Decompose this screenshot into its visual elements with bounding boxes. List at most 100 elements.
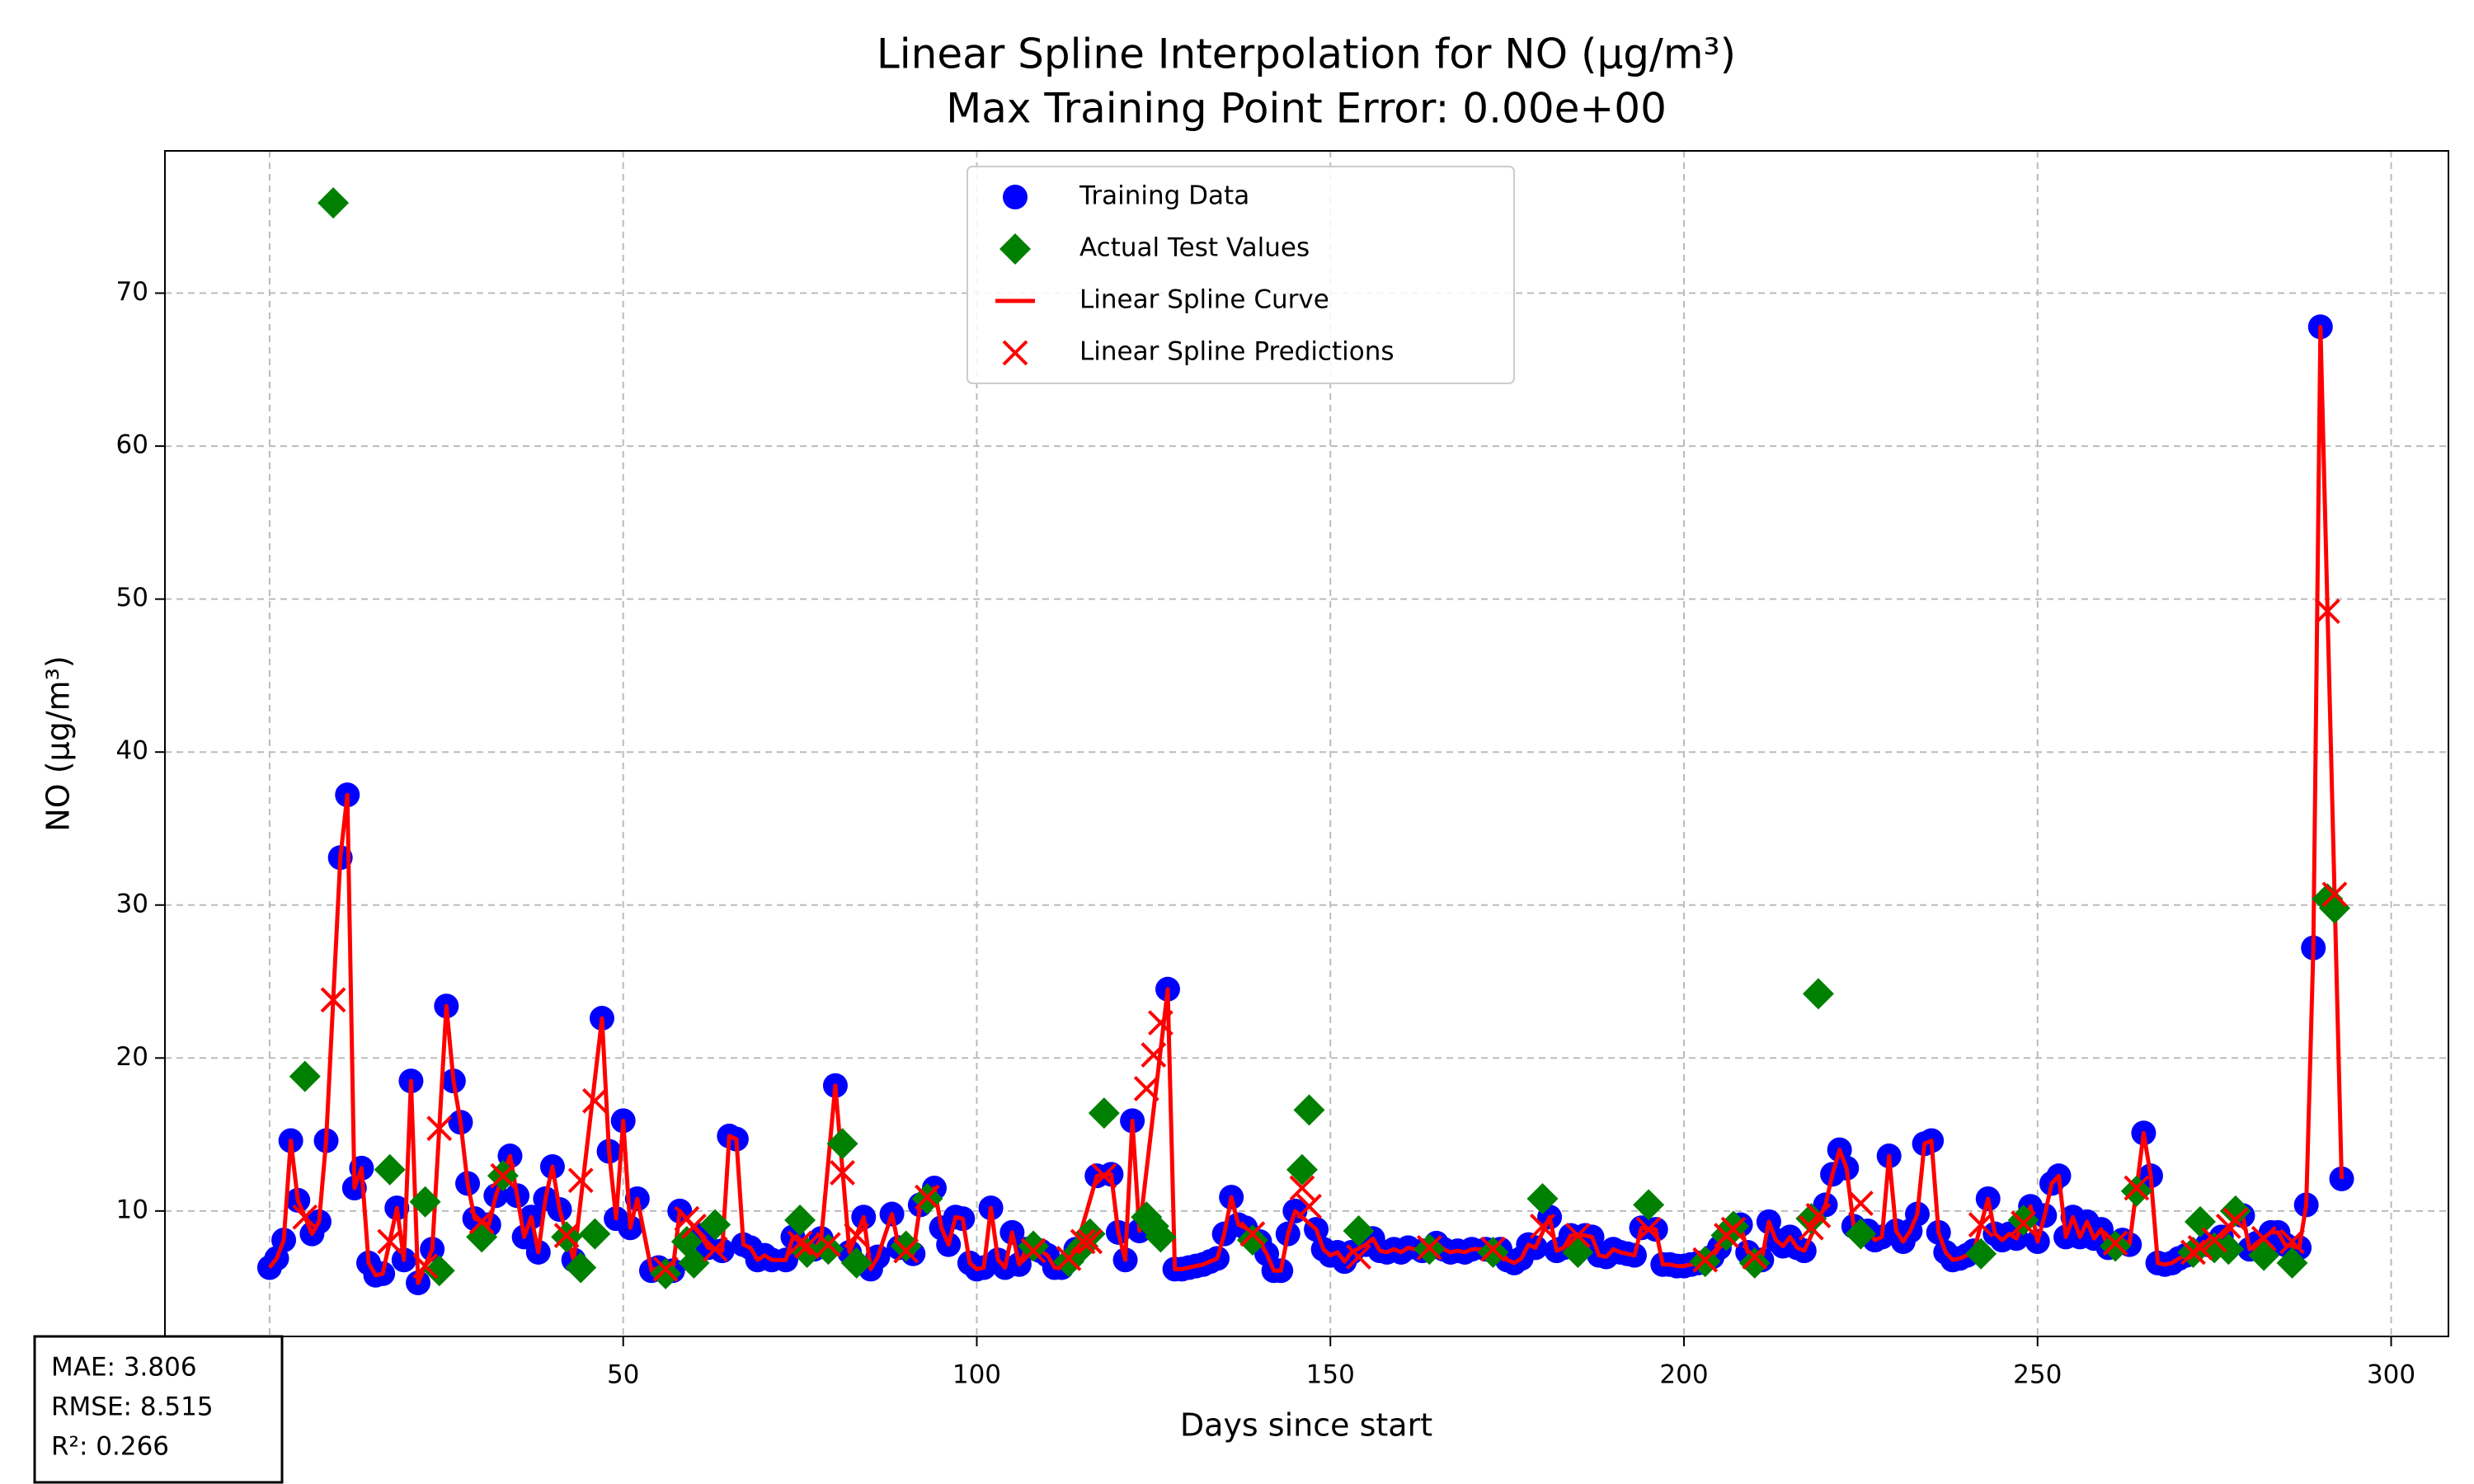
prediction-marker [1742, 1244, 1768, 1270]
prediction-marker [1416, 1234, 1442, 1261]
prediction-marker [1077, 1228, 1103, 1255]
prediction-marker [1635, 1216, 1662, 1242]
prediction-marker [1070, 1228, 1096, 1255]
prediction-marker [2187, 1234, 2213, 1261]
test-point [1286, 1153, 1318, 1186]
test-point [890, 1230, 922, 1262]
prediction-marker [292, 1204, 318, 1230]
test-point [2100, 1230, 2132, 1262]
x-tick-label: 150 [1306, 1360, 1355, 1390]
test-point [1633, 1189, 1665, 1221]
y-tick-label: 60 [116, 430, 148, 460]
prediction-marker [1056, 1245, 1082, 1271]
test-point [1526, 1183, 1559, 1215]
prediction-marker [1692, 1247, 1719, 1273]
prediction-marker [567, 1167, 594, 1194]
legend-label: Training Data [1079, 181, 1249, 211]
chart-title: Linear Spline Interpolation for NO (µg/m… [877, 31, 1736, 78]
stats-frame [33, 1335, 284, 1484]
test-point [1236, 1224, 1268, 1256]
prediction-marker [468, 1209, 495, 1235]
stat-text: RMSE: 8.515 [51, 1392, 214, 1422]
prediction-marker [2314, 599, 2340, 624]
prediction-marker [1847, 1190, 1874, 1216]
test-point [1965, 1237, 1997, 1270]
legend: Training Data Actual Test Values Linear Sp… [967, 166, 1515, 384]
chart-subtitle: Max Training Point Error: 0.00e+00 [946, 85, 1667, 133]
prediction-marker [815, 1232, 841, 1258]
test-point [678, 1247, 710, 1279]
x-tick-label: 50 [607, 1360, 639, 1390]
test-point [565, 1252, 597, 1284]
prediction-marker [553, 1223, 580, 1248]
test-point [826, 1128, 858, 1160]
test-point [812, 1233, 844, 1266]
test-point [1738, 1247, 1771, 1279]
spline-curve [267, 324, 2344, 1285]
prediction-marker [1091, 1162, 1117, 1189]
prediction-marker [1346, 1244, 1371, 1270]
y-tick-label: 10 [116, 1195, 148, 1224]
prediction-marker [2321, 881, 2348, 908]
test-point [784, 1204, 816, 1236]
prediction-marker [787, 1230, 813, 1256]
test-point [840, 1247, 872, 1279]
test-point [409, 1186, 441, 1218]
prediction-marker [893, 1237, 920, 1264]
plot-frame [164, 150, 2449, 1337]
prediction-marker [1798, 1214, 1824, 1241]
test-point [2219, 1195, 2251, 1227]
legend-label: Linear Spline Curve [1079, 285, 1329, 315]
prediction-marker [2222, 1207, 2249, 1233]
test-point [1088, 1097, 1120, 1129]
x-tick-label: 200 [1659, 1360, 1708, 1390]
prediction-marker [490, 1162, 516, 1189]
prediction-marker [1968, 1212, 1994, 1237]
test-point [374, 1153, 406, 1186]
prediction-marker [652, 1256, 679, 1282]
prediction-marker [2102, 1230, 2128, 1256]
test-point [2120, 1175, 2152, 1207]
test-point [1795, 1203, 1827, 1235]
test-point [1477, 1236, 1509, 1268]
prediction-marker [1720, 1216, 1747, 1242]
test-point [1343, 1214, 1375, 1247]
prediction-marker [1530, 1213, 1555, 1239]
prediction-marker [844, 1223, 870, 1248]
test-point [1293, 1094, 1325, 1126]
test-point [2185, 1205, 2217, 1237]
legend-label: Actual Test Values [1079, 233, 1310, 263]
prediction-marker [1289, 1175, 1315, 1201]
prediction-marker [1148, 1010, 1174, 1036]
y-tick-label: 40 [116, 736, 148, 766]
x-tick-label: 100 [952, 1360, 1001, 1390]
test-point [423, 1255, 455, 1287]
test-point [699, 1209, 731, 1241]
legend-marker [999, 233, 1031, 265]
test-point [289, 1060, 321, 1092]
prediction-marker [702, 1236, 728, 1262]
prediction-marker [1133, 1075, 1159, 1101]
prediction-marker [2124, 1175, 2150, 1201]
y-tick-label: 20 [116, 1042, 148, 1072]
prediction-marker [794, 1233, 821, 1259]
prediction-marker [1296, 1193, 1322, 1219]
prediction-marker [1480, 1236, 1506, 1262]
x-tick-label: 250 [2013, 1360, 2062, 1390]
prediction-marker [2279, 1228, 2305, 1255]
stat-text: R²: 0.266 [51, 1432, 169, 1462]
prediction-marker [1564, 1223, 1591, 1248]
prediction-marker [830, 1160, 855, 1186]
legend-label: Linear Spline Predictions [1079, 337, 1395, 367]
prediction-marker [2011, 1210, 2037, 1237]
x-axis-label: Days since start [1180, 1407, 1432, 1444]
y-tick-label: 70 [116, 277, 148, 307]
test-point [650, 1257, 682, 1289]
x-tick-label: 300 [2367, 1360, 2415, 1390]
test-point [317, 187, 350, 219]
legend-box [967, 166, 1515, 384]
prediction-marker [412, 1253, 438, 1280]
prediction-marker [2251, 1225, 2277, 1252]
test-point [579, 1218, 611, 1250]
